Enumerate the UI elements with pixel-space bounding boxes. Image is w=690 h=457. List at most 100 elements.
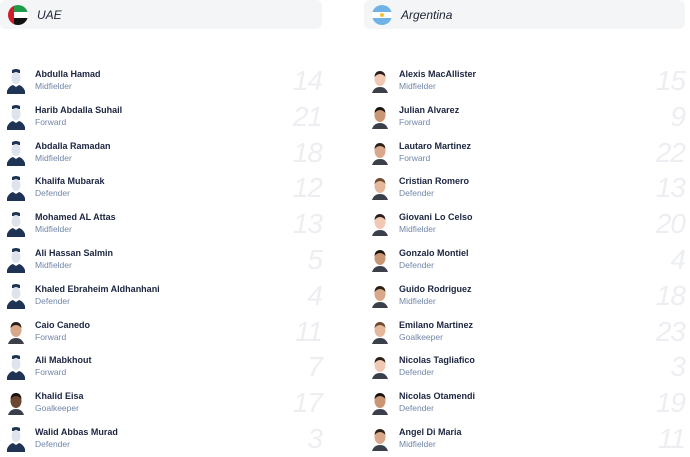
- player-position: Forward: [399, 152, 431, 163]
- player-name[interactable]: Mohamed AL Attas: [35, 212, 116, 223]
- player-row[interactable]: Angel Di Maria Midfielder 11: [364, 422, 686, 456]
- player-position: Forward: [399, 116, 431, 127]
- player-position: Midfielder: [35, 260, 72, 270]
- player-avatar: [370, 426, 390, 452]
- shirt-number: 12: [292, 172, 323, 204]
- player-avatar: [370, 390, 390, 416]
- player-row[interactable]: Caio Canedo Forward 11: [0, 315, 323, 349]
- player-position: Defender: [399, 367, 434, 378]
- uae-flag-icon: [8, 4, 28, 25]
- player-avatar: [370, 319, 390, 345]
- shirt-number: 4: [670, 244, 686, 275]
- player-name[interactable]: Nicolas Tagliafico: [399, 355, 475, 366]
- player-name[interactable]: Khalid Eisa: [35, 391, 84, 402]
- player-name[interactable]: Nicolas Otamendi: [399, 391, 476, 402]
- player-name[interactable]: Guido Rodriguez: [399, 283, 472, 294]
- player-row[interactable]: Abdulla Hamad Midfielder 14: [0, 64, 323, 98]
- shirt-number: 4: [307, 279, 323, 311]
- shirt-number: 15: [655, 65, 686, 96]
- player-position: Defender: [35, 295, 70, 306]
- player-avatar: [370, 354, 390, 380]
- player-name[interactable]: Walid Abbas Murad: [35, 427, 118, 437]
- player-name[interactable]: Cristian Romero: [399, 176, 470, 187]
- player-row[interactable]: Julian Alvarez Forward 9: [364, 100, 686, 134]
- player-row[interactable]: Emilano Martinez Goalkeeper 23: [364, 315, 686, 349]
- shirt-number: 11: [657, 423, 686, 454]
- player-row[interactable]: Nicolas Tagliafico Defender 3: [364, 350, 686, 384]
- player-row[interactable]: Nicolas Otamendi Defender 19: [364, 386, 686, 420]
- player-row[interactable]: Ali Hassan Salmin Midfielder 5: [0, 243, 323, 277]
- player-position: Defender: [35, 439, 70, 449]
- shirt-number: 11: [294, 315, 323, 347]
- team-header[interactable]: UAE: [0, 0, 322, 29]
- player-row[interactable]: Gonzalo Montiel Defender 4: [364, 243, 686, 277]
- player-avatar: [370, 104, 390, 130]
- player-silhouette-icon: [6, 426, 26, 452]
- shirt-number: 21: [292, 100, 323, 132]
- shirt-number: 3: [307, 423, 323, 454]
- shirt-number: 13: [292, 208, 323, 240]
- shirt-number: 20: [655, 208, 686, 240]
- player-name[interactable]: Emilano Martinez: [399, 319, 474, 330]
- shirt-number: 22: [655, 136, 686, 168]
- player-name[interactable]: Abdulla Hamad: [35, 69, 101, 79]
- player-name[interactable]: Julian Alvarez: [399, 104, 460, 115]
- shirt-number: 18: [292, 136, 323, 168]
- player-silhouette-icon: [6, 68, 26, 94]
- player-row[interactable]: Walid Abbas Murad Defender 3: [0, 422, 323, 456]
- player-avatar: [370, 247, 390, 273]
- player-name[interactable]: Angel Di Maria: [399, 427, 462, 437]
- shirt-number: 9: [670, 100, 686, 132]
- argentina-flag-icon: [372, 4, 392, 25]
- player-name[interactable]: Harib Abdalla Suhail: [35, 104, 123, 115]
- player-position: Defender: [35, 188, 70, 199]
- player-silhouette-icon: [6, 140, 26, 166]
- player-avatar: [6, 390, 26, 416]
- player-position: Defender: [399, 403, 434, 414]
- player-avatar: [6, 319, 26, 345]
- team-name: Argentina: [401, 7, 453, 22]
- shirt-number: 18: [655, 279, 686, 311]
- team-name: UAE: [37, 7, 62, 22]
- player-row[interactable]: Khalifa Mubarak Defender 12: [0, 171, 323, 205]
- player-name[interactable]: Abdalla Ramadan: [35, 140, 111, 151]
- player-position: Midfielder: [35, 81, 72, 91]
- player-row[interactable]: Khaled Ebraheim Aldhanhani Defender 4: [0, 279, 323, 313]
- player-name[interactable]: Gonzalo Montiel: [399, 248, 469, 258]
- player-position: Defender: [399, 188, 434, 199]
- player-silhouette-icon: [6, 247, 26, 273]
- player-row[interactable]: Mohamed AL Attas Midfielder 13: [0, 207, 323, 241]
- player-silhouette-icon: [6, 175, 26, 202]
- team-header[interactable]: Argentina: [364, 0, 685, 29]
- player-position: Midfielder: [399, 439, 436, 449]
- player-avatar: [370, 175, 390, 201]
- player-row[interactable]: Giovani Lo Celso Midfielder 20: [364, 207, 686, 241]
- player-position: Midfielder: [35, 152, 72, 163]
- player-name[interactable]: Alexis MacAllister: [399, 69, 477, 79]
- player-row[interactable]: Cristian Romero Defender 13: [364, 171, 686, 205]
- player-row[interactable]: Lautaro Martinez Forward 22: [364, 136, 686, 170]
- player-avatar: [370, 211, 390, 237]
- player-silhouette-icon: [6, 211, 26, 238]
- player-position: Goalkeeper: [399, 331, 443, 342]
- player-position: Forward: [35, 116, 67, 127]
- player-avatar: [370, 140, 390, 166]
- player-silhouette-icon: [6, 354, 26, 381]
- player-name[interactable]: Khaled Ebraheim Aldhanhani: [35, 283, 160, 294]
- player-row[interactable]: Khalid Eisa Goalkeeper 17: [0, 386, 323, 420]
- player-name[interactable]: Ali Mabkhout: [35, 355, 92, 366]
- player-row[interactable]: Alexis MacAllister Midfielder 15: [364, 64, 686, 98]
- player-row[interactable]: Guido Rodriguez Midfielder 18: [364, 279, 686, 313]
- player-row[interactable]: Ali Mabkhout Forward 7: [0, 350, 323, 384]
- team-column-argentina: Argentina Alexis MacAllister Midfielder 15…: [364, 0, 686, 454]
- player-name[interactable]: Giovani Lo Celso: [399, 212, 473, 223]
- player-silhouette-icon: [6, 104, 26, 130]
- player-name[interactable]: Lautaro Martinez: [399, 140, 472, 151]
- player-name[interactable]: Caio Canedo: [35, 319, 91, 330]
- player-name[interactable]: Khalifa Mubarak: [35, 176, 105, 187]
- shirt-number: 3: [670, 351, 686, 383]
- player-name[interactable]: Ali Hassan Salmin: [35, 248, 114, 258]
- player-row[interactable]: Harib Abdalla Suhail Forward 21: [0, 100, 323, 134]
- player-row[interactable]: Abdalla Ramadan Midfielder 18: [0, 136, 323, 170]
- player-position: Midfielder: [35, 224, 72, 235]
